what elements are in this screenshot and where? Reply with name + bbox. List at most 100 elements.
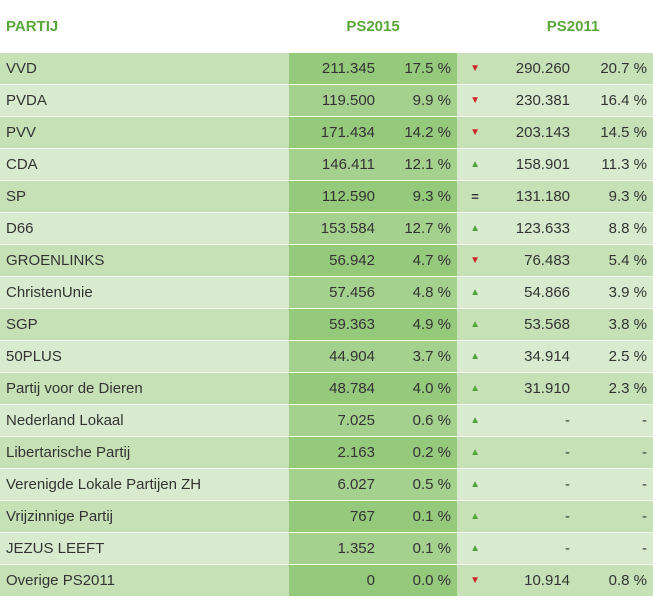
table-row: VVD 211.345 17.5 % ▼ 290.260 20.7 % [0, 52, 653, 85]
party-name: Overige PS2011 [0, 564, 289, 596]
trend-cell: ▲ [457, 500, 494, 533]
trend-cell: ▲ [457, 372, 494, 405]
percent-2015: 9.3 % [383, 180, 458, 213]
percent-2011: 16.4 % [578, 84, 653, 117]
table-row: Overige PS2011 0 0.0 % ▼ 10.914 0.8 % [0, 564, 653, 596]
votes-2011: 203.143 [493, 116, 579, 149]
votes-2015: 0 [289, 564, 383, 596]
percent-2011: 8.8 % [578, 212, 653, 245]
percent-2011: 2.3 % [578, 372, 653, 405]
party-name: SGP [0, 308, 289, 341]
column-header-party: PARTIJ [0, 0, 289, 53]
party-name: PVV [0, 116, 289, 149]
percent-2011: 11.3 % [578, 148, 653, 181]
votes-2015: 119.500 [289, 84, 383, 117]
votes-2015: 1.352 [289, 532, 383, 565]
party-name: ChristenUnie [0, 276, 289, 309]
column-header-ps2015: PS2015 [289, 0, 458, 53]
trend-cell: ▲ [457, 308, 494, 341]
party-name: JEZUS LEEFT [0, 532, 289, 565]
percent-2011: 3.8 % [578, 308, 653, 341]
trend-cell: ▲ [457, 468, 494, 501]
triangle-up-icon: ▲ [470, 287, 480, 298]
votes-2011: 53.568 [493, 308, 579, 341]
percent-2015: 0.6 % [383, 404, 458, 437]
triangle-up-icon: ▲ [470, 447, 480, 458]
votes-2015: 6.027 [289, 468, 383, 501]
percent-2015: 0.5 % [383, 468, 458, 501]
triangle-up-icon: ▲ [470, 383, 480, 394]
percent-2015: 0.0 % [383, 564, 458, 596]
votes-2011: 54.866 [493, 276, 579, 309]
votes-2011: - [493, 468, 579, 501]
votes-2015: 211.345 [289, 52, 383, 85]
votes-2015: 2.163 [289, 436, 383, 469]
table-row: Verenigde Lokale Partijen ZH 6.027 0.5 % ▲ -… [0, 468, 653, 501]
party-name: VVD [0, 52, 289, 85]
table-header-row: PARTIJ PS2015 PS2011 [0, 0, 653, 53]
triangle-down-icon: ▼ [470, 63, 480, 74]
votes-2015: 57.456 [289, 276, 383, 309]
triangle-up-icon: ▲ [470, 415, 480, 426]
votes-2011: 290.260 [493, 52, 579, 85]
party-name: D66 [0, 212, 289, 245]
percent-2011: 9.3 % [578, 180, 653, 213]
table-row: GROENLINKS 56.942 4.7 % ▼ 76.483 5.4 % [0, 244, 653, 277]
votes-2011: - [493, 500, 579, 533]
triangle-down-icon: ▼ [470, 95, 480, 106]
votes-2011: 123.633 [493, 212, 579, 245]
votes-2011: 230.381 [493, 84, 579, 117]
trend-cell: ▼ [457, 244, 494, 277]
trend-cell: ▲ [457, 276, 494, 309]
column-header-ps2011: PS2011 [493, 0, 653, 53]
votes-2011: 131.180 [493, 180, 579, 213]
triangle-up-icon: ▲ [470, 319, 480, 330]
percent-2015: 9.9 % [383, 84, 458, 117]
percent-2011: 14.5 % [578, 116, 653, 149]
triangle-down-icon: ▼ [470, 255, 480, 266]
triangle-up-icon: ▲ [470, 223, 480, 234]
votes-2015: 59.363 [289, 308, 383, 341]
table-row: ChristenUnie 57.456 4.8 % ▲ 54.866 3.9 % [0, 276, 653, 309]
table-row: SGP 59.363 4.9 % ▲ 53.568 3.8 % [0, 308, 653, 341]
votes-2015: 48.784 [289, 372, 383, 405]
percent-2011: - [578, 500, 653, 533]
votes-2015: 7.025 [289, 404, 383, 437]
votes-2015: 146.411 [289, 148, 383, 181]
percent-2011: - [578, 436, 653, 469]
percent-2011: - [578, 468, 653, 501]
party-name: Vrijzinnige Partij [0, 500, 289, 533]
percent-2015: 17.5 % [383, 52, 458, 85]
percent-2015: 0.1 % [383, 500, 458, 533]
table-row: JEZUS LEEFT 1.352 0.1 % ▲ - - [0, 532, 653, 565]
percent-2011: 20.7 % [578, 52, 653, 85]
percent-2011: 2.5 % [578, 340, 653, 373]
party-name: Partij voor de Dieren [0, 372, 289, 405]
percent-2011: 3.9 % [578, 276, 653, 309]
votes-2011: 10.914 [493, 564, 579, 596]
votes-2015: 112.590 [289, 180, 383, 213]
trend-cell: ▲ [457, 340, 494, 373]
party-name: SP [0, 180, 289, 213]
votes-2015: 44.904 [289, 340, 383, 373]
trend-cell: ▲ [457, 532, 494, 565]
votes-2011: 158.901 [493, 148, 579, 181]
percent-2015: 0.2 % [383, 436, 458, 469]
votes-2015: 767 [289, 500, 383, 533]
votes-2015: 153.584 [289, 212, 383, 245]
column-header-trend [457, 0, 494, 53]
votes-2011: 31.910 [493, 372, 579, 405]
triangle-down-icon: ▼ [470, 575, 480, 586]
votes-2015: 171.434 [289, 116, 383, 149]
table-row: CDA 146.411 12.1 % ▲ 158.901 11.3 % [0, 148, 653, 181]
trend-cell: ▼ [457, 564, 494, 596]
trend-cell: ▲ [457, 404, 494, 437]
trend-cell: = [457, 180, 494, 213]
percent-2011: 0.8 % [578, 564, 653, 596]
votes-2011: - [493, 532, 579, 565]
percent-2015: 4.0 % [383, 372, 458, 405]
percent-2015: 14.2 % [383, 116, 458, 149]
percent-2015: 12.7 % [383, 212, 458, 245]
percent-2015: 4.8 % [383, 276, 458, 309]
